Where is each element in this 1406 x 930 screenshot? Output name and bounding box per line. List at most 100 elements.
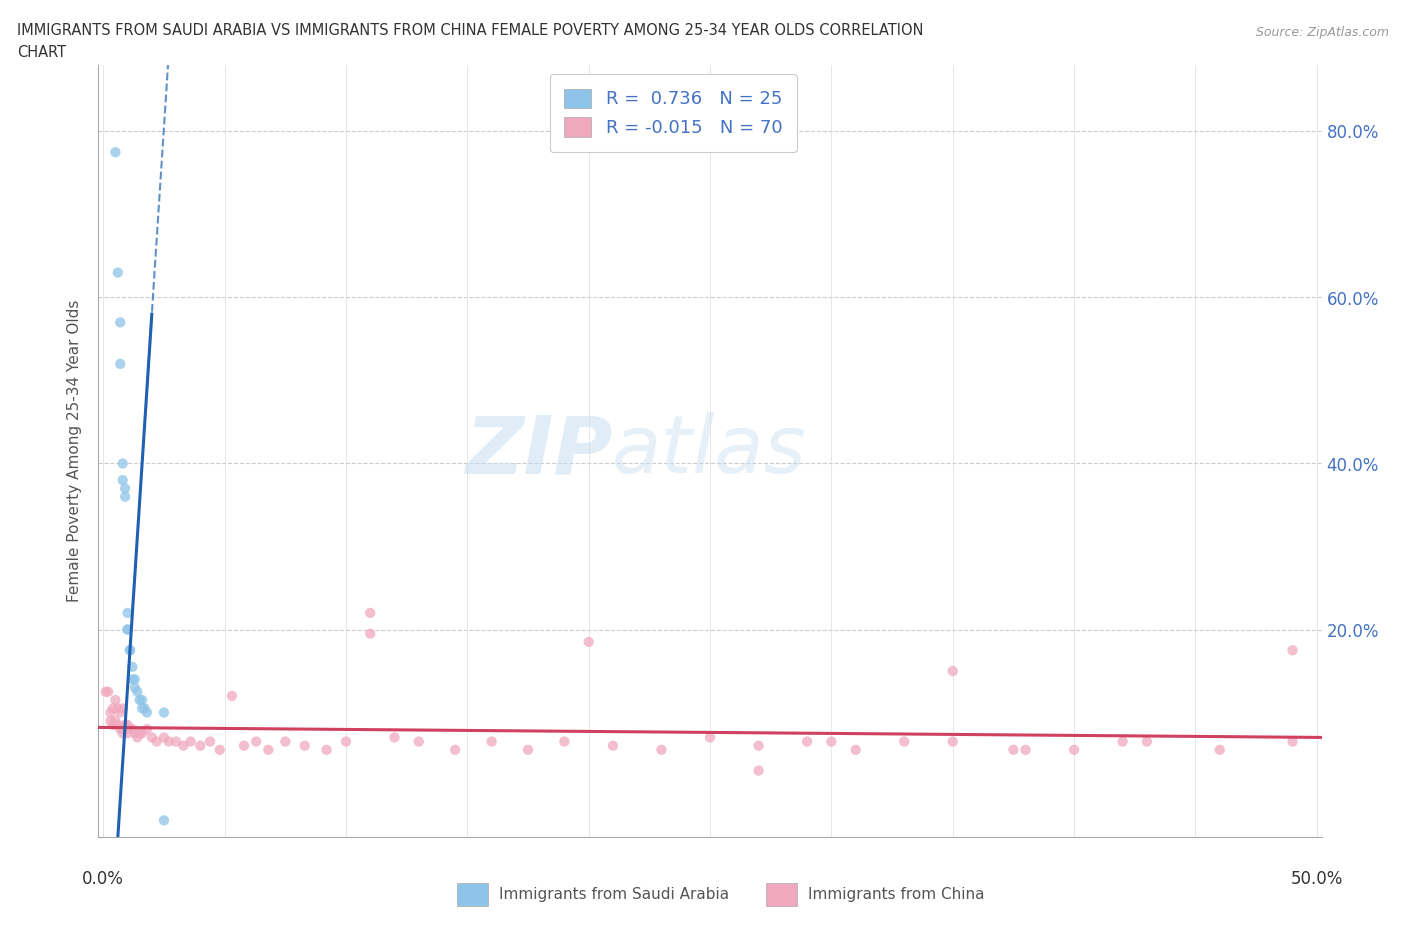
Text: CHART: CHART [17, 45, 66, 60]
Point [121, 722, 143, 737]
Point [294, 738, 316, 753]
Text: Immigrants from China: Immigrants from China [808, 887, 986, 902]
Point [274, 734, 297, 749]
Point [172, 738, 194, 753]
Point [110, 315, 132, 330]
Point [1281, 734, 1303, 749]
Point [893, 734, 915, 749]
Point [359, 626, 381, 641]
Point [111, 456, 134, 471]
Point [1002, 742, 1025, 757]
Point [165, 734, 187, 749]
Point [117, 622, 139, 637]
Point [124, 725, 146, 740]
Legend: R =  0.736   N = 25, R = -0.015   N = 70: R = 0.736 N = 25, R = -0.015 N = 70 [550, 74, 797, 152]
Point [198, 734, 221, 749]
Point [100, 705, 122, 720]
Point [104, 693, 127, 708]
Point [117, 622, 139, 637]
Y-axis label: Female Poverty Among 25-34 Year Olds: Female Poverty Among 25-34 Year Olds [67, 299, 83, 603]
Point [121, 671, 143, 686]
Point [1063, 742, 1085, 757]
Point [1208, 742, 1232, 757]
Point [136, 722, 159, 737]
Point [131, 693, 153, 708]
Point [1014, 742, 1036, 757]
Point [118, 722, 141, 737]
Point [845, 742, 868, 757]
Point [111, 701, 134, 716]
Point [796, 734, 818, 749]
Point [384, 730, 406, 745]
Point [157, 734, 180, 749]
Point [104, 145, 127, 160]
Point [97, 684, 120, 699]
Point [748, 764, 770, 778]
Point [107, 265, 129, 280]
Point [444, 742, 467, 757]
Point [107, 701, 129, 716]
Point [127, 730, 149, 745]
Point [408, 734, 430, 749]
Text: Immigrants from Saudi Arabia: Immigrants from Saudi Arabia [499, 887, 730, 902]
Point [111, 725, 134, 740]
Point [117, 725, 139, 740]
Point [208, 742, 231, 757]
Point [110, 356, 132, 371]
Point [942, 664, 965, 679]
Point [245, 734, 267, 749]
Point [94, 684, 117, 699]
Point [104, 713, 127, 728]
Text: 50.0%: 50.0% [1291, 870, 1343, 888]
Point [233, 738, 256, 753]
Text: Source: ZipAtlas.com: Source: ZipAtlas.com [1256, 26, 1389, 39]
Point [221, 688, 243, 703]
Point [110, 722, 132, 737]
Point [100, 713, 122, 728]
Point [101, 701, 124, 716]
Point [188, 738, 212, 753]
Point [1111, 734, 1133, 749]
Point [699, 730, 721, 745]
Point [110, 705, 132, 720]
Point [128, 725, 150, 740]
Point [117, 605, 139, 620]
Point [124, 680, 146, 695]
Text: atlas: atlas [612, 412, 807, 490]
Point [942, 734, 965, 749]
Point [128, 693, 150, 708]
Point [118, 643, 141, 658]
Point [748, 738, 770, 753]
Point [257, 742, 280, 757]
Point [134, 701, 156, 716]
Point [124, 671, 146, 686]
Point [553, 734, 575, 749]
Point [650, 742, 672, 757]
Point [127, 684, 149, 699]
Text: ZIP: ZIP [465, 412, 612, 490]
Point [107, 718, 129, 733]
Point [359, 605, 381, 620]
Point [121, 659, 143, 674]
Point [153, 730, 176, 745]
Point [131, 701, 153, 716]
Point [517, 742, 540, 757]
Point [114, 718, 136, 733]
Point [820, 734, 842, 749]
Point [153, 705, 176, 720]
Point [335, 734, 357, 749]
Point [315, 742, 337, 757]
Point [111, 472, 134, 487]
Text: 0.0%: 0.0% [83, 870, 124, 888]
Point [114, 489, 136, 504]
Point [136, 705, 159, 720]
Point [145, 734, 167, 749]
Point [481, 734, 503, 749]
Point [131, 725, 153, 740]
Point [1281, 643, 1303, 658]
Text: IMMIGRANTS FROM SAUDI ARABIA VS IMMIGRANTS FROM CHINA FEMALE POVERTY AMONG 25-34: IMMIGRANTS FROM SAUDI ARABIA VS IMMIGRAN… [17, 23, 924, 38]
Point [578, 634, 600, 649]
Point [117, 718, 139, 733]
Point [180, 734, 202, 749]
Point [141, 730, 163, 745]
